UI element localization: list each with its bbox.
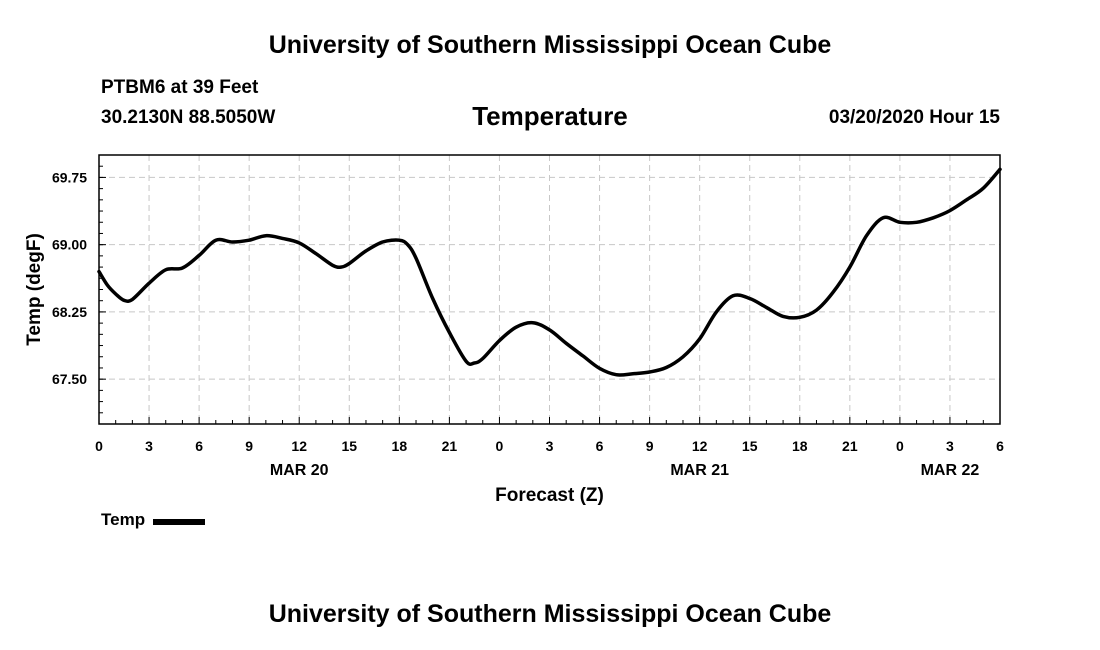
y-tick-label: 67.50 <box>52 371 87 387</box>
top-title: University of Southern Mississippi Ocean… <box>268 31 832 59</box>
x-tick-label: 15 <box>341 438 357 454</box>
x-tick-label: 0 <box>496 438 504 454</box>
date-label: MAR 20 <box>270 462 329 479</box>
date-labels: MAR 20 MAR 21 MAR 22 <box>270 462 980 479</box>
x-tick-label: 3 <box>946 438 954 454</box>
x-tick-label: 3 <box>546 438 554 454</box>
station-label: PTBM6 at 39 Feet <box>101 77 259 98</box>
y-tick-label: 69.75 <box>52 169 87 185</box>
legend: Temp <box>101 510 206 530</box>
x-tick-label: 15 <box>742 438 758 454</box>
x-tick-label: 18 <box>792 438 808 454</box>
y-axis-title: Temp (degF) <box>24 233 45 346</box>
x-tick-label: 0 <box>95 438 103 454</box>
bottom-title: University of Southern Mississippi Ocean… <box>268 600 832 628</box>
y-tick-label: 69.00 <box>52 237 87 253</box>
x-tick-label: 9 <box>646 438 654 454</box>
legend-line-swatch <box>153 518 206 525</box>
x-tick-label: 6 <box>195 438 203 454</box>
x-tick-label: 12 <box>692 438 708 454</box>
x-tick-label: 18 <box>392 438 408 454</box>
plot-frame <box>98 154 1001 425</box>
legend-label: Temp <box>101 510 146 529</box>
x-tick-label: 0 <box>896 438 904 454</box>
grid-lines <box>99 155 1000 424</box>
x-tick-label: 12 <box>291 438 307 454</box>
forecast-datetime: 03/20/2020 Hour 15 <box>828 107 1000 128</box>
coordinates-label: 30.2130N 88.5050W <box>101 107 276 128</box>
y-tick-label: 68.25 <box>52 304 87 320</box>
chart-title: Temperature <box>472 101 628 131</box>
date-label: MAR 21 <box>670 462 729 479</box>
x-tick-label: 21 <box>442 438 458 454</box>
date-label: MAR 22 <box>921 462 980 479</box>
x-tick-label: 6 <box>596 438 604 454</box>
x-tick-label: 6 <box>996 438 1004 454</box>
temp-series-line <box>97 167 1002 377</box>
x-tick-labels: 0 3 6 9 12 15 18 21 0 3 6 9 12 15 18 21 0 3 6 <box>95 438 1004 454</box>
x-tick-label: 9 <box>245 438 253 454</box>
x-axis-title: Forecast (Z) <box>495 485 604 506</box>
y-tick-labels: 67.50 68.25 69.00 69.75 <box>52 169 87 387</box>
x-tick-label: 21 <box>842 438 858 454</box>
x-tick-label: 3 <box>145 438 153 454</box>
